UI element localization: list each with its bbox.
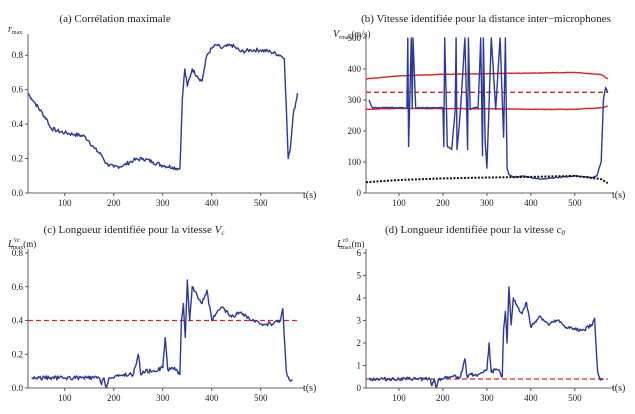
panel-title: (c) Longueur identifiée pour la vitesse … <box>44 224 226 237</box>
y-tick-label: 400 <box>348 64 362 74</box>
y-tick-label: 0.4 <box>12 316 24 326</box>
y-axis-label: rmax <box>8 24 22 36</box>
x-axis-label: t(s) <box>612 190 625 201</box>
y-tick-label: 0.0 <box>12 383 24 393</box>
x-tick-label: 400 <box>524 393 538 403</box>
x-axis-label: t(s) <box>612 383 625 394</box>
series-line-identified-length <box>31 279 293 388</box>
series-line-sound-speed-reference <box>366 174 609 184</box>
y-tick-label: 300 <box>348 95 362 105</box>
y-tick-label: 3 <box>357 316 362 326</box>
x-tick-label: 100 <box>58 198 72 208</box>
series-line-identified-length <box>368 286 604 388</box>
y-axis-label: Lc0 rmax(m) <box>336 238 365 251</box>
y-tick-label: 5 <box>357 271 362 281</box>
x-tick-label: 300 <box>480 198 494 208</box>
panel-a: (a) Corrélation maximale rmax t(s) 100 20… <box>8 13 316 208</box>
y-tick-label: 0.4 <box>12 119 24 129</box>
x-tick-label: 500 <box>254 198 268 208</box>
x-tick-label: 200 <box>436 198 450 208</box>
x-axis-label: t(s) <box>303 190 316 201</box>
x-tick-label: 400 <box>205 198 219 208</box>
panel-title: (b) Vitesse identifiée pour la distance … <box>361 13 611 25</box>
y-tick-label: 0.2 <box>12 154 23 164</box>
x-tick-label: 200 <box>107 393 121 403</box>
y-tick-label: 0.8 <box>12 248 24 258</box>
y-tick-label: 2 <box>357 338 362 348</box>
x-axis-label: t(s) <box>303 383 316 394</box>
panel-b: (b) Vitesse identifiée pour la distance … <box>333 13 625 208</box>
x-tick-label: 500 <box>568 393 582 403</box>
x-tick-label: 300 <box>480 393 494 403</box>
y-axis-label: Vrmax(m/s) <box>333 29 370 41</box>
panel-c: (c) Longueur identifiée pour la vitesse … <box>7 224 316 403</box>
y-tick-label: 100 <box>348 157 362 167</box>
series-line-upper-bound <box>366 71 609 80</box>
y-tick-label: 0.6 <box>12 282 24 292</box>
y-tick-label: 4 <box>357 293 362 303</box>
x-tick-label: 500 <box>254 393 268 403</box>
x-tick-label: 300 <box>156 198 170 208</box>
x-tick-label: 200 <box>436 393 450 403</box>
x-tick-label: 100 <box>58 393 72 403</box>
y-tick-label: 1 <box>357 361 362 371</box>
y-tick-label: 0.8 <box>12 50 24 60</box>
panel-d: (d) Longueur identifiée pour la vitesse … <box>336 224 625 403</box>
y-tick-label: 0 <box>357 383 362 393</box>
x-tick-label: 200 <box>107 198 121 208</box>
series-line-measured <box>28 43 299 171</box>
y-tick-label: 6 <box>357 248 362 258</box>
x-tick-label: 500 <box>568 198 582 208</box>
y-tick-label: 0.0 <box>12 188 24 198</box>
y-tick-label: 200 <box>348 126 362 136</box>
x-tick-label: 400 <box>524 198 538 208</box>
y-axis-label: LVc rmax(m) <box>7 238 36 251</box>
x-tick-label: 100 <box>392 198 406 208</box>
y-tick-label: 0.2 <box>12 349 23 359</box>
x-tick-label: 400 <box>205 393 219 403</box>
panel-title: (a) Corrélation maximale <box>59 13 170 25</box>
x-tick-label: 100 <box>392 393 406 403</box>
x-tick-label: 300 <box>156 393 170 403</box>
y-tick-label: 500 <box>348 33 362 43</box>
y-tick-label: 0 <box>357 188 362 198</box>
y-tick-label: 0.6 <box>12 85 24 95</box>
panel-title: (d) Longueur identifiée pour la vitesse … <box>385 224 566 237</box>
